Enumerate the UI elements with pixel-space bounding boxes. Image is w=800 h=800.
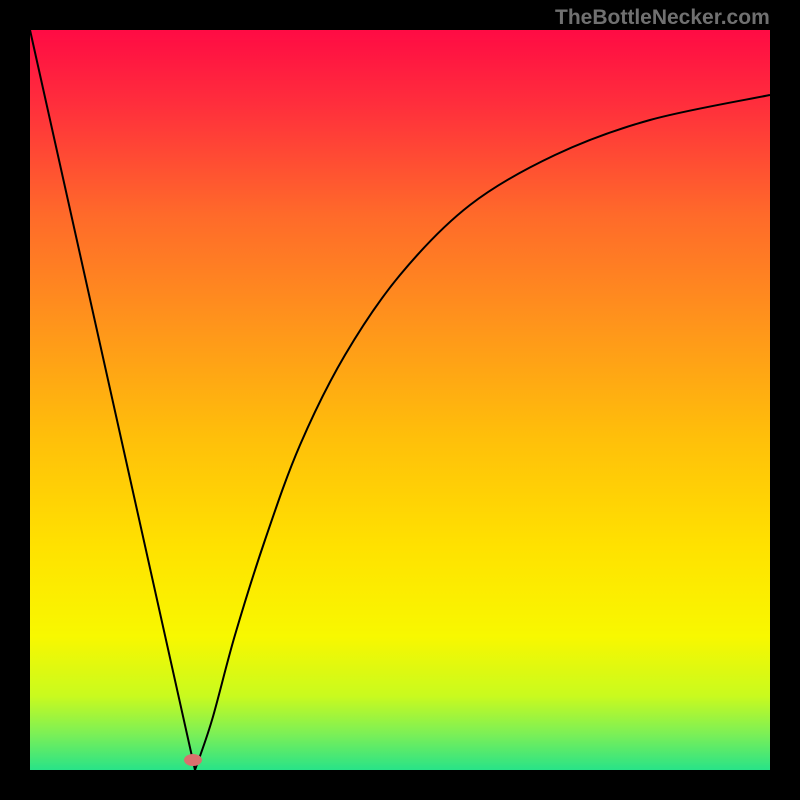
plot-area — [30, 30, 770, 770]
watermark-label: TheBottleNecker.com — [555, 6, 770, 30]
chart-container: TheBottleNecker.com — [0, 0, 800, 800]
